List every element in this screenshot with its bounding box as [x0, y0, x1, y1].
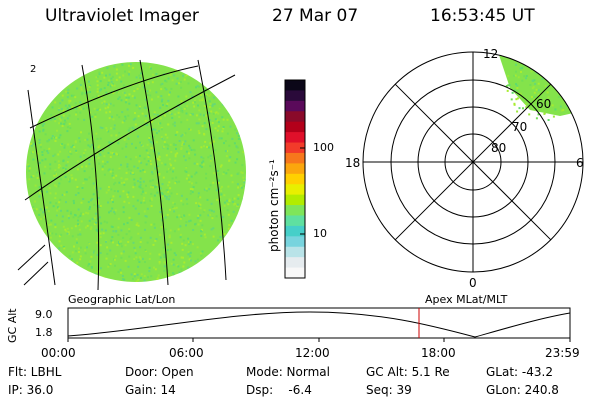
lat-label-70: 70	[512, 120, 528, 134]
uv-image-texture	[26, 62, 246, 282]
colorbar-segment	[285, 132, 305, 144]
status-mode: Mode: Normal	[246, 365, 330, 379]
uv-image-disk	[26, 62, 246, 282]
polar-plot	[362, 51, 584, 273]
colorbar-segment	[285, 257, 305, 269]
colorbar-segment	[285, 205, 305, 216]
time-label: 16:53:45 UT	[430, 6, 535, 26]
uv-image-panel: 2	[17, 59, 246, 291]
mlt-label-6: 6	[576, 156, 584, 170]
x-tick-1800: 18:00	[421, 346, 456, 360]
x-tick-1200: 12:00	[295, 346, 330, 360]
status-gain: Gain: 14	[125, 383, 176, 397]
status-dsp: Dsp: -6.4	[246, 383, 312, 397]
colorbar-segment	[285, 100, 305, 112]
colorbar-unit-label: photon cm⁻²s⁻¹	[267, 159, 281, 252]
colorbar-segment	[285, 142, 305, 154]
colorbar-segment	[285, 215, 305, 227]
colorbar-segment	[285, 90, 305, 102]
altitude-curve	[67, 311, 571, 338]
colorbar-segment	[285, 194, 305, 206]
colorbar-segment	[285, 111, 305, 123]
colorbar-segment	[285, 80, 305, 91]
colorbar-segment	[285, 236, 305, 248]
date-label: 27 Mar 07	[272, 6, 359, 26]
timeline-right-title: Apex MLat/MLT	[425, 293, 508, 306]
colorbar-tick-10: 10	[313, 227, 327, 240]
colorbar-segment	[285, 121, 305, 133]
geographic-grid	[17, 59, 236, 291]
colorbar-segment	[285, 163, 305, 175]
colorbar-segment	[285, 225, 305, 237]
colorbar-segment	[285, 173, 305, 185]
instrument-title: Ultraviolet Imager	[45, 6, 199, 26]
status-glon: GLon: 240.8	[486, 383, 559, 397]
y-tick-9: 9.0	[35, 308, 53, 321]
lat-label-80: 80	[491, 141, 507, 155]
lat-label-60: 60	[536, 97, 552, 111]
mlt-label-12: 12	[483, 47, 499, 61]
colorbar-segment	[285, 184, 305, 196]
status-door: Door: Open	[125, 365, 194, 379]
x-tick-0000: 00:00	[41, 346, 76, 360]
x-tick-0600: 06:00	[169, 346, 204, 360]
status-ip: IP: 36.0	[8, 383, 54, 397]
y-axis-label: GC Alt	[6, 308, 19, 343]
colorbar-segment	[285, 152, 305, 164]
timeline-panel	[67, 307, 571, 342]
colorbar-segment	[285, 267, 305, 279]
status-filter: Flt: LBHL	[8, 365, 62, 379]
x-tick-2359: 23:59	[545, 346, 580, 360]
colorbar-segment	[285, 246, 305, 258]
timeline-left-title: Geographic Lat/Lon	[68, 293, 176, 306]
y-tick-1-8: 1.8	[35, 326, 53, 339]
mlt-label-0: 0	[469, 276, 477, 290]
mlt-label-18: 18	[345, 156, 361, 170]
grid-mark: 2	[30, 64, 36, 75]
colorbar	[284, 79, 306, 279]
status-gc-alt: GC Alt: 5.1 Re	[366, 365, 450, 379]
status-seq: Seq: 39	[366, 383, 412, 397]
colorbar-tick-100: 100	[313, 141, 334, 154]
status-glat: GLat: -43.2	[486, 365, 553, 379]
